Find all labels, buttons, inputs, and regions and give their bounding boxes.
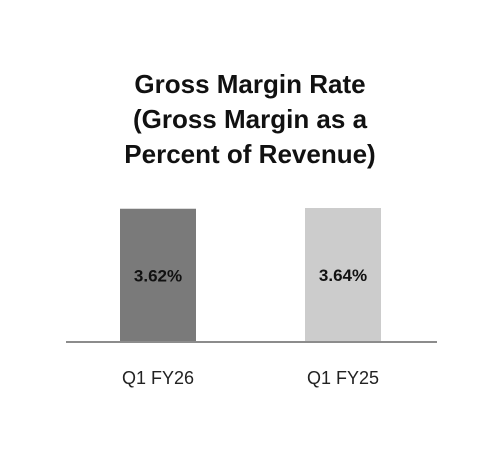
bar-1 (305, 208, 381, 342)
chart-title-line-1: Gross Margin Rate (134, 69, 365, 99)
category-label-0: Q1 FY26 (122, 368, 194, 388)
bars-layer: 3.62% 3.64% (120, 208, 381, 342)
labels-layer: Q1 FY26 Q1 FY25 (122, 368, 379, 388)
bar-value-label-1: 3.64% (319, 266, 367, 285)
category-label-1: Q1 FY25 (307, 368, 379, 388)
chart-title: Gross Margin Rate (Gross Margin as a Per… (124, 69, 375, 169)
bar-value-label-0: 3.62% (134, 266, 182, 285)
bar-0 (120, 208, 196, 342)
chart-title-line-2: (Gross Margin as a (133, 104, 368, 134)
chart-title-line-3: Percent of Revenue) (124, 139, 375, 169)
